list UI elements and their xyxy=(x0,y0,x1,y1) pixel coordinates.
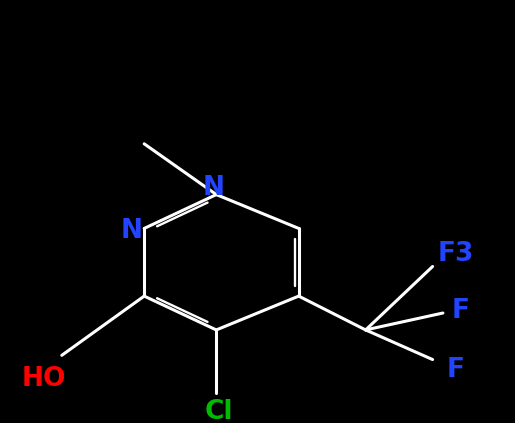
Text: F3: F3 xyxy=(438,241,474,267)
Text: HO: HO xyxy=(22,365,66,392)
Text: F: F xyxy=(447,357,465,383)
Text: N: N xyxy=(121,217,142,244)
Text: N: N xyxy=(203,175,225,201)
Text: F: F xyxy=(452,298,470,324)
Text: Cl: Cl xyxy=(204,399,233,423)
